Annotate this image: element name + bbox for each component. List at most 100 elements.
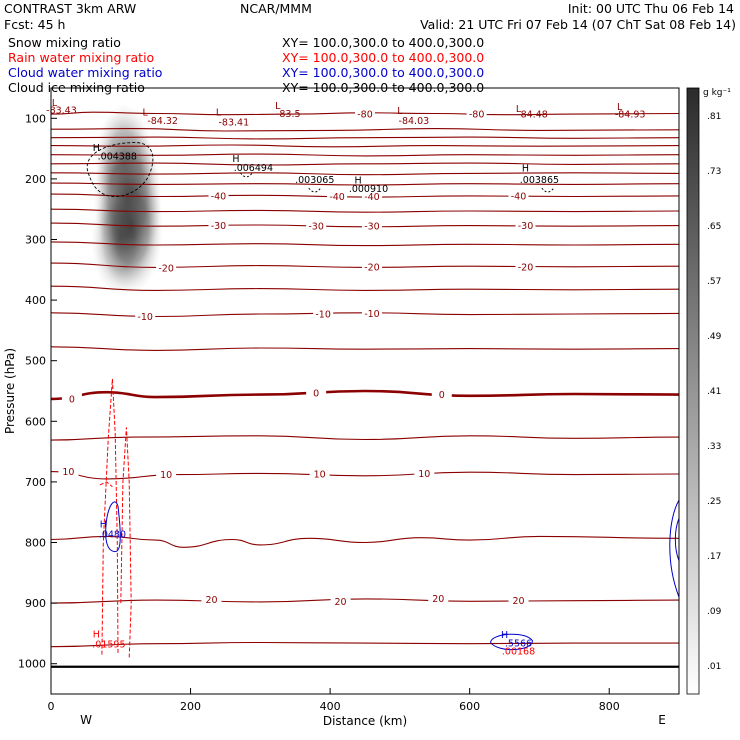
contour-label-bg bbox=[327, 190, 348, 202]
rain-field-label: Rain water mixing ratio bbox=[8, 50, 155, 65]
cloud-ice-contour-small bbox=[240, 172, 253, 178]
temp-contour--45 bbox=[51, 172, 679, 176]
temp-contour--55 bbox=[51, 144, 679, 148]
contour-label-bg bbox=[361, 260, 382, 272]
y-tick-label: 600 bbox=[25, 415, 46, 428]
contour-label-bg bbox=[208, 219, 229, 231]
contour-label--30: -30 bbox=[518, 221, 534, 232]
extrema-label: H bbox=[522, 164, 529, 175]
extrema-label: -84.03 bbox=[399, 116, 430, 127]
temp-contour--15 bbox=[51, 285, 679, 291]
contour-label-bg bbox=[355, 108, 375, 120]
cloud-water-contour-surface bbox=[490, 633, 533, 651]
contour-label--40: -40 bbox=[329, 192, 345, 203]
temp-contour--80 bbox=[51, 111, 679, 116]
extrema-label: L bbox=[617, 102, 623, 113]
contour-label--30: -30 bbox=[211, 221, 227, 232]
extrema-label: L bbox=[275, 101, 281, 112]
contour-label-bg bbox=[306, 220, 327, 232]
snow-field-xy: XY= 100.0,300.0 to 400.0,300.0 bbox=[282, 35, 485, 50]
east-endpoint-label: E bbox=[658, 713, 666, 727]
extrema-label: .003865 bbox=[520, 175, 559, 186]
contour-label-bg bbox=[330, 595, 351, 607]
extrema-label: -84.32 bbox=[147, 116, 178, 127]
colorbar-tick-label: .33 bbox=[707, 442, 721, 452]
extrema-label: .003065 bbox=[295, 175, 334, 186]
cloud-water-contour-east-inner bbox=[674, 518, 679, 561]
contour-label-bg bbox=[508, 189, 529, 201]
colorbar-tick-label: .01 bbox=[707, 662, 721, 672]
contour-label-bg bbox=[361, 220, 382, 232]
y-tick-label: 900 bbox=[25, 597, 46, 610]
colorbar-ramp bbox=[686, 87, 700, 695]
extrema-label: L bbox=[516, 104, 522, 115]
y-tick-label: 200 bbox=[25, 173, 46, 186]
extrema-label: -84.93 bbox=[615, 110, 646, 121]
x-tick-label: 400 bbox=[320, 700, 341, 713]
contour-label--20: -20 bbox=[518, 262, 534, 273]
contour-label--10: -10 bbox=[137, 312, 153, 323]
temp-contour--5 bbox=[51, 346, 679, 351]
forecast-hour: Fcst: 45 h bbox=[4, 17, 66, 32]
x-tick-label: 800 bbox=[599, 700, 620, 713]
cloud-water-field-xy: XY= 100.0,300.0 to 400.0,300.0 bbox=[282, 65, 485, 80]
extrema-label: .0480 bbox=[99, 530, 126, 541]
contour-label-10: 10 bbox=[160, 470, 172, 481]
cloud-ice-contour-small bbox=[308, 187, 322, 193]
contour-label-bg bbox=[58, 465, 79, 477]
contour-label-10: 10 bbox=[418, 469, 430, 480]
contour-label--30: -30 bbox=[308, 222, 324, 233]
y-tick-label: 700 bbox=[25, 476, 46, 489]
contour-label-10: 10 bbox=[62, 467, 74, 478]
extrema-label: L bbox=[143, 107, 149, 118]
x-tick-label: 200 bbox=[180, 700, 201, 713]
extrema-label: .00168 bbox=[502, 647, 535, 658]
contour-label--80: -80 bbox=[469, 110, 485, 121]
extrema-label: .000910 bbox=[349, 184, 388, 195]
contour-label--40: -40 bbox=[211, 191, 227, 202]
y-tick-label: 300 bbox=[25, 234, 46, 247]
contour-label--40: -40 bbox=[511, 191, 527, 202]
contour-label--10: -10 bbox=[364, 309, 380, 320]
contour-label-bg bbox=[135, 310, 156, 322]
temp-contour--50 bbox=[51, 153, 679, 157]
contour-label-bg bbox=[361, 190, 382, 202]
extrema-label: -83.43 bbox=[46, 105, 77, 116]
colorbar-tick-label: .17 bbox=[707, 552, 721, 562]
west-endpoint-label: W bbox=[80, 713, 92, 727]
contour-label--80: -80 bbox=[357, 110, 373, 121]
contour-label-bg bbox=[466, 108, 487, 120]
x-axis-label: Distance (km) bbox=[323, 714, 407, 728]
colorbar-tick-label: .65 bbox=[707, 222, 721, 232]
colorbar-tick-label: .41 bbox=[707, 387, 721, 397]
temp-contour--35 bbox=[51, 208, 679, 213]
colorbar-tick-label: .57 bbox=[707, 277, 721, 287]
temp-contour--42 bbox=[51, 182, 679, 186]
extrema-label: H bbox=[100, 519, 107, 530]
y-tick-label: 800 bbox=[25, 537, 46, 550]
temp-contour-20 bbox=[51, 598, 679, 604]
extrema-label: -84.48 bbox=[517, 110, 548, 121]
colorbar-tick-label: .25 bbox=[707, 497, 721, 507]
y-axis-label: Pressure (hPa) bbox=[3, 348, 17, 434]
temp-contour-10 bbox=[51, 471, 679, 480]
contour-label-bg bbox=[309, 468, 330, 480]
cloud-water-contour-east bbox=[669, 499, 679, 598]
temp-contour--25 bbox=[51, 241, 679, 247]
contour-label-20: 20 bbox=[512, 596, 524, 607]
contour-label-0: 0 bbox=[69, 394, 75, 405]
plot-frame bbox=[50, 87, 680, 695]
model-title: CONTRAST 3km ARW bbox=[4, 1, 137, 16]
x-tick-label: 600 bbox=[459, 700, 480, 713]
center-label: NCAR/MMM bbox=[240, 1, 312, 16]
contour-label-0: 0 bbox=[439, 390, 445, 401]
contour-label-bg bbox=[414, 467, 435, 479]
extrema-label: L bbox=[397, 106, 403, 117]
extrema-label: H bbox=[93, 630, 100, 641]
y-tick-label: 100 bbox=[25, 112, 46, 125]
contour-label-20: 20 bbox=[205, 595, 217, 606]
contour-label--20: -20 bbox=[364, 262, 380, 273]
contour-label-bg bbox=[361, 307, 382, 319]
extrema-label: H bbox=[93, 143, 100, 154]
contour-label-bg bbox=[428, 592, 449, 604]
